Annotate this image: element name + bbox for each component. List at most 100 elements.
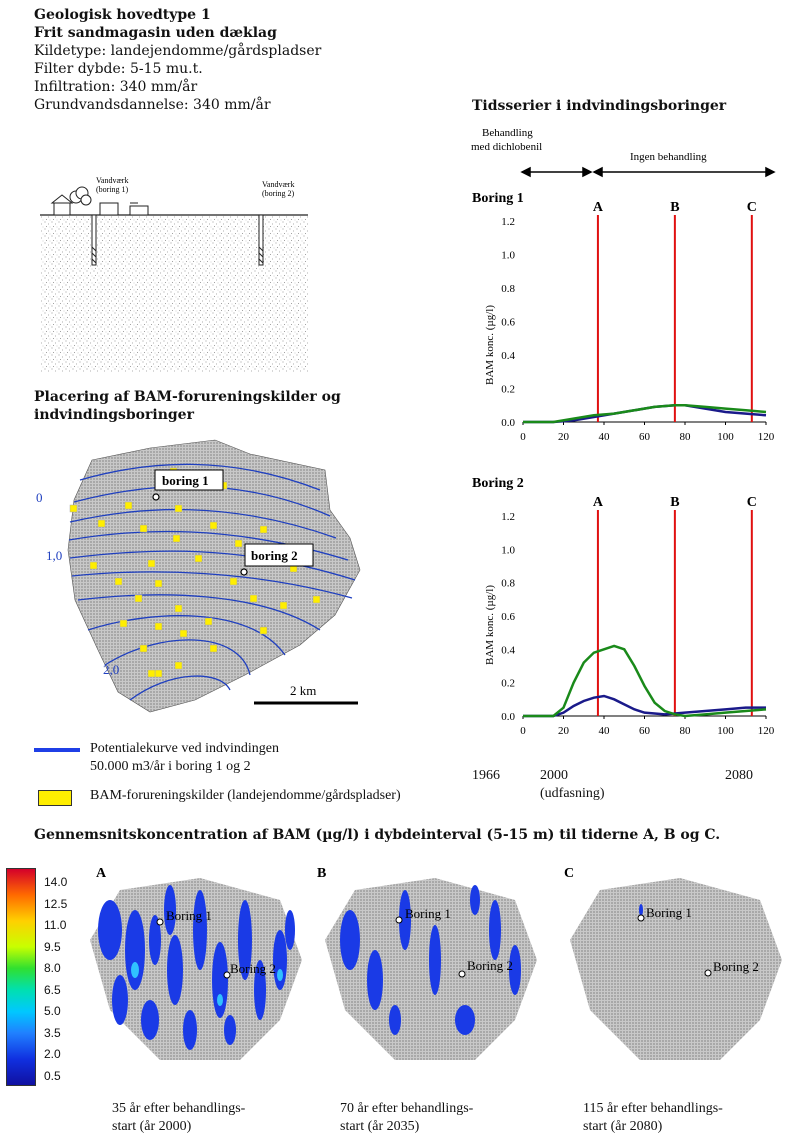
chart-2-ytick-0: 0.0: [501, 711, 515, 723]
map-b-plumes: [340, 885, 521, 1035]
chart-1-xtick-4: 80: [680, 431, 692, 443]
chart-1-xtick-5: 100: [717, 431, 734, 443]
period-2-arrow-right: [765, 166, 776, 178]
map-b-letter: B: [317, 866, 326, 881]
caption-a-line-2: start (år 2000): [112, 1119, 192, 1134]
map-title-line-2: indvindingsboringer: [34, 407, 194, 423]
chart-boring-2: Boring 2 BAM konc. (µg/l) 0.00.20.40.60.…: [472, 476, 775, 737]
period-annotation: Behandling med dichlobenil Ingen behandl…: [471, 127, 776, 178]
map-section-title: Placering af BAM-forureningskilder og in…: [34, 388, 341, 424]
period-1-label-b: med dichlobenil: [471, 141, 542, 153]
map-c-boring-2-marker: [704, 969, 712, 977]
chart-2-xtick-4: 80: [680, 725, 692, 737]
colorbar: [6, 868, 36, 1088]
header-block: Geologisk hovedtype 1 Frit sandmagasin u…: [34, 6, 321, 114]
map-c-grid: [570, 878, 782, 1060]
cross-section-diagram: Vandværk (boring 1) Vandværk (boring 2): [40, 176, 308, 373]
chart-1-xtick-2: 40: [599, 431, 611, 443]
chart-2-series-1: [523, 644, 767, 718]
concentration-map-c: C Boring 1 Boring 2: [564, 866, 782, 1060]
chart-2-ytick-6: 1.2: [501, 511, 515, 523]
map-b-boring-1-marker: [395, 916, 403, 924]
chart-2-xtick-1: 20: [558, 725, 570, 737]
caption-b-line-1: 70 år efter behandlings-: [340, 1101, 474, 1116]
map-a-letter: A: [96, 866, 107, 881]
legend-source-swatch: [38, 790, 72, 806]
chart-1-ytick-1: 0.2: [501, 384, 515, 396]
chart-2-xtick-3: 60: [639, 725, 651, 737]
chart-2-ylabel: BAM konc. (µg/l): [484, 585, 496, 665]
chart-2-ytick-5: 1.0: [501, 544, 515, 556]
contour-label-1: 1,0: [46, 548, 62, 563]
map-a-boring-2-marker: [223, 971, 231, 979]
legend-source-label: BAM-forureningskilder (landejendomme/går…: [90, 788, 401, 803]
boring-2-label: boring 2: [251, 548, 298, 563]
chart-2-ytick-4: 0.8: [501, 578, 515, 590]
label-boring-1-paren: (boring 1): [96, 185, 129, 194]
contour-label-0: 0: [36, 490, 43, 505]
chart-1-title: Boring 1: [472, 191, 524, 206]
chart-2-ytick-1: 0.2: [501, 678, 515, 690]
period-1-label-a: Behandling: [482, 127, 533, 139]
colorbar-label-8: 2.0: [44, 1047, 61, 1061]
caption-a-line-1: 35 år efter behandlings-: [112, 1101, 246, 1116]
map-a-boring-1-marker: [156, 918, 164, 926]
period-1-arrow-right: [582, 166, 593, 178]
map-b-boring-2: Boring 2: [467, 958, 513, 973]
chart-1-marker-label-A: A: [593, 200, 604, 215]
timeseries-title: Tidsserier i indvindingsboringer: [472, 98, 727, 114]
chart-2-xtick-5: 100: [717, 725, 734, 737]
header-line-recharge: Grundvandsdannelse: 340 mm/år: [34, 97, 271, 113]
chart-1-ytick-4: 0.8: [501, 283, 515, 295]
potential-contours: [68, 463, 356, 701]
contour-label-2: 2,0: [103, 662, 119, 677]
caption-b: 70 år efter behandlings- start (år 2035): [340, 1100, 473, 1136]
label-vandvaerk-1: Vandværk: [96, 176, 128, 185]
concentration-map-a: A Boring 1 Boring 2: [90, 866, 302, 1060]
legend-contour-label: Potentialekurve ved indvindingen 50.000 …: [90, 740, 279, 776]
chart-2-plot: 0.0 0.2 0.4 0.6 0.8 1.0 1.2 0 20 40 60 80 100 120 A B C: [501, 495, 775, 737]
colorbar-label-3: 9.5: [44, 939, 61, 954]
legend-contour-line-2: 50.000 m3/år i boring 1 og 2: [90, 759, 251, 774]
chart-1-ytick-2: 0.4: [501, 350, 515, 362]
colorbar-label-1: 12.5: [44, 896, 68, 911]
colorbar-label-7: 3.5: [44, 1025, 61, 1040]
boring-2-label-box: [244, 543, 314, 567]
chart-1-xtick-6: 120: [758, 431, 775, 443]
header-line-filter: Filter dybde: 5-15 mu.t.: [34, 61, 203, 77]
colorbar-gradient: [6, 868, 36, 1086]
year-2080: 2080: [725, 768, 753, 783]
caption-b-line-2: start (år 2035): [340, 1119, 420, 1134]
chart-1-ytick-3: 0.6: [501, 317, 515, 329]
boring-2-marker: [240, 568, 248, 576]
boring-1-label: boring 1: [162, 473, 209, 488]
chart-2-marker-label-C: C: [747, 495, 757, 510]
period-2-label: Ingen behandling: [630, 151, 707, 163]
chart-2-ytick-2: 0.4: [501, 644, 515, 656]
colorbar-label-4: 8.0: [44, 961, 61, 975]
colorbar-label-2: 11.0: [44, 918, 67, 932]
year-1966: 1966: [472, 768, 500, 783]
map-b-boring-1: Boring 1: [405, 906, 451, 921]
header-line-source: Kildetype: landejendomme/gårdspladser: [34, 43, 322, 59]
chart-1-marker-label-B: B: [670, 200, 679, 215]
chart-2-marker-label-A: A: [593, 495, 604, 510]
chart-2-marker-label-B: B: [670, 495, 679, 510]
chart-2-series-0: [523, 694, 766, 718]
boring-1-label-box: [154, 469, 224, 491]
model-area: [67, 439, 361, 713]
map-c-boring-2: Boring 2: [713, 959, 759, 974]
chart-1-xtick-3: 60: [639, 431, 651, 443]
boring-1-marker: [152, 493, 160, 501]
chart-2-title: Boring 2: [472, 476, 524, 491]
map-c-plume: [639, 904, 643, 916]
caption-a: 35 år efter behandlings- start (år 2000): [112, 1100, 245, 1136]
map-title-line-1: Placering af BAM-forureningskilder og: [34, 389, 341, 405]
chart-1-plot: 0.0 0.2 0.4 0.6 0.8 1.0 1.2 0 20 40 60 80 100 120 A B C: [501, 200, 775, 443]
colorbar-label-6: 5.0: [44, 1004, 61, 1018]
header-line-infiltration: Infiltration: 340 mm/år: [34, 79, 198, 95]
chart-1-ylabel: BAM konc. (µg/l): [484, 305, 496, 385]
map-b-boring-2-marker: [458, 970, 466, 978]
label-vandvaerk-2: Vandværk: [262, 180, 294, 189]
concentration-map-b: B Boring 1 Boring 2: [317, 866, 537, 1060]
